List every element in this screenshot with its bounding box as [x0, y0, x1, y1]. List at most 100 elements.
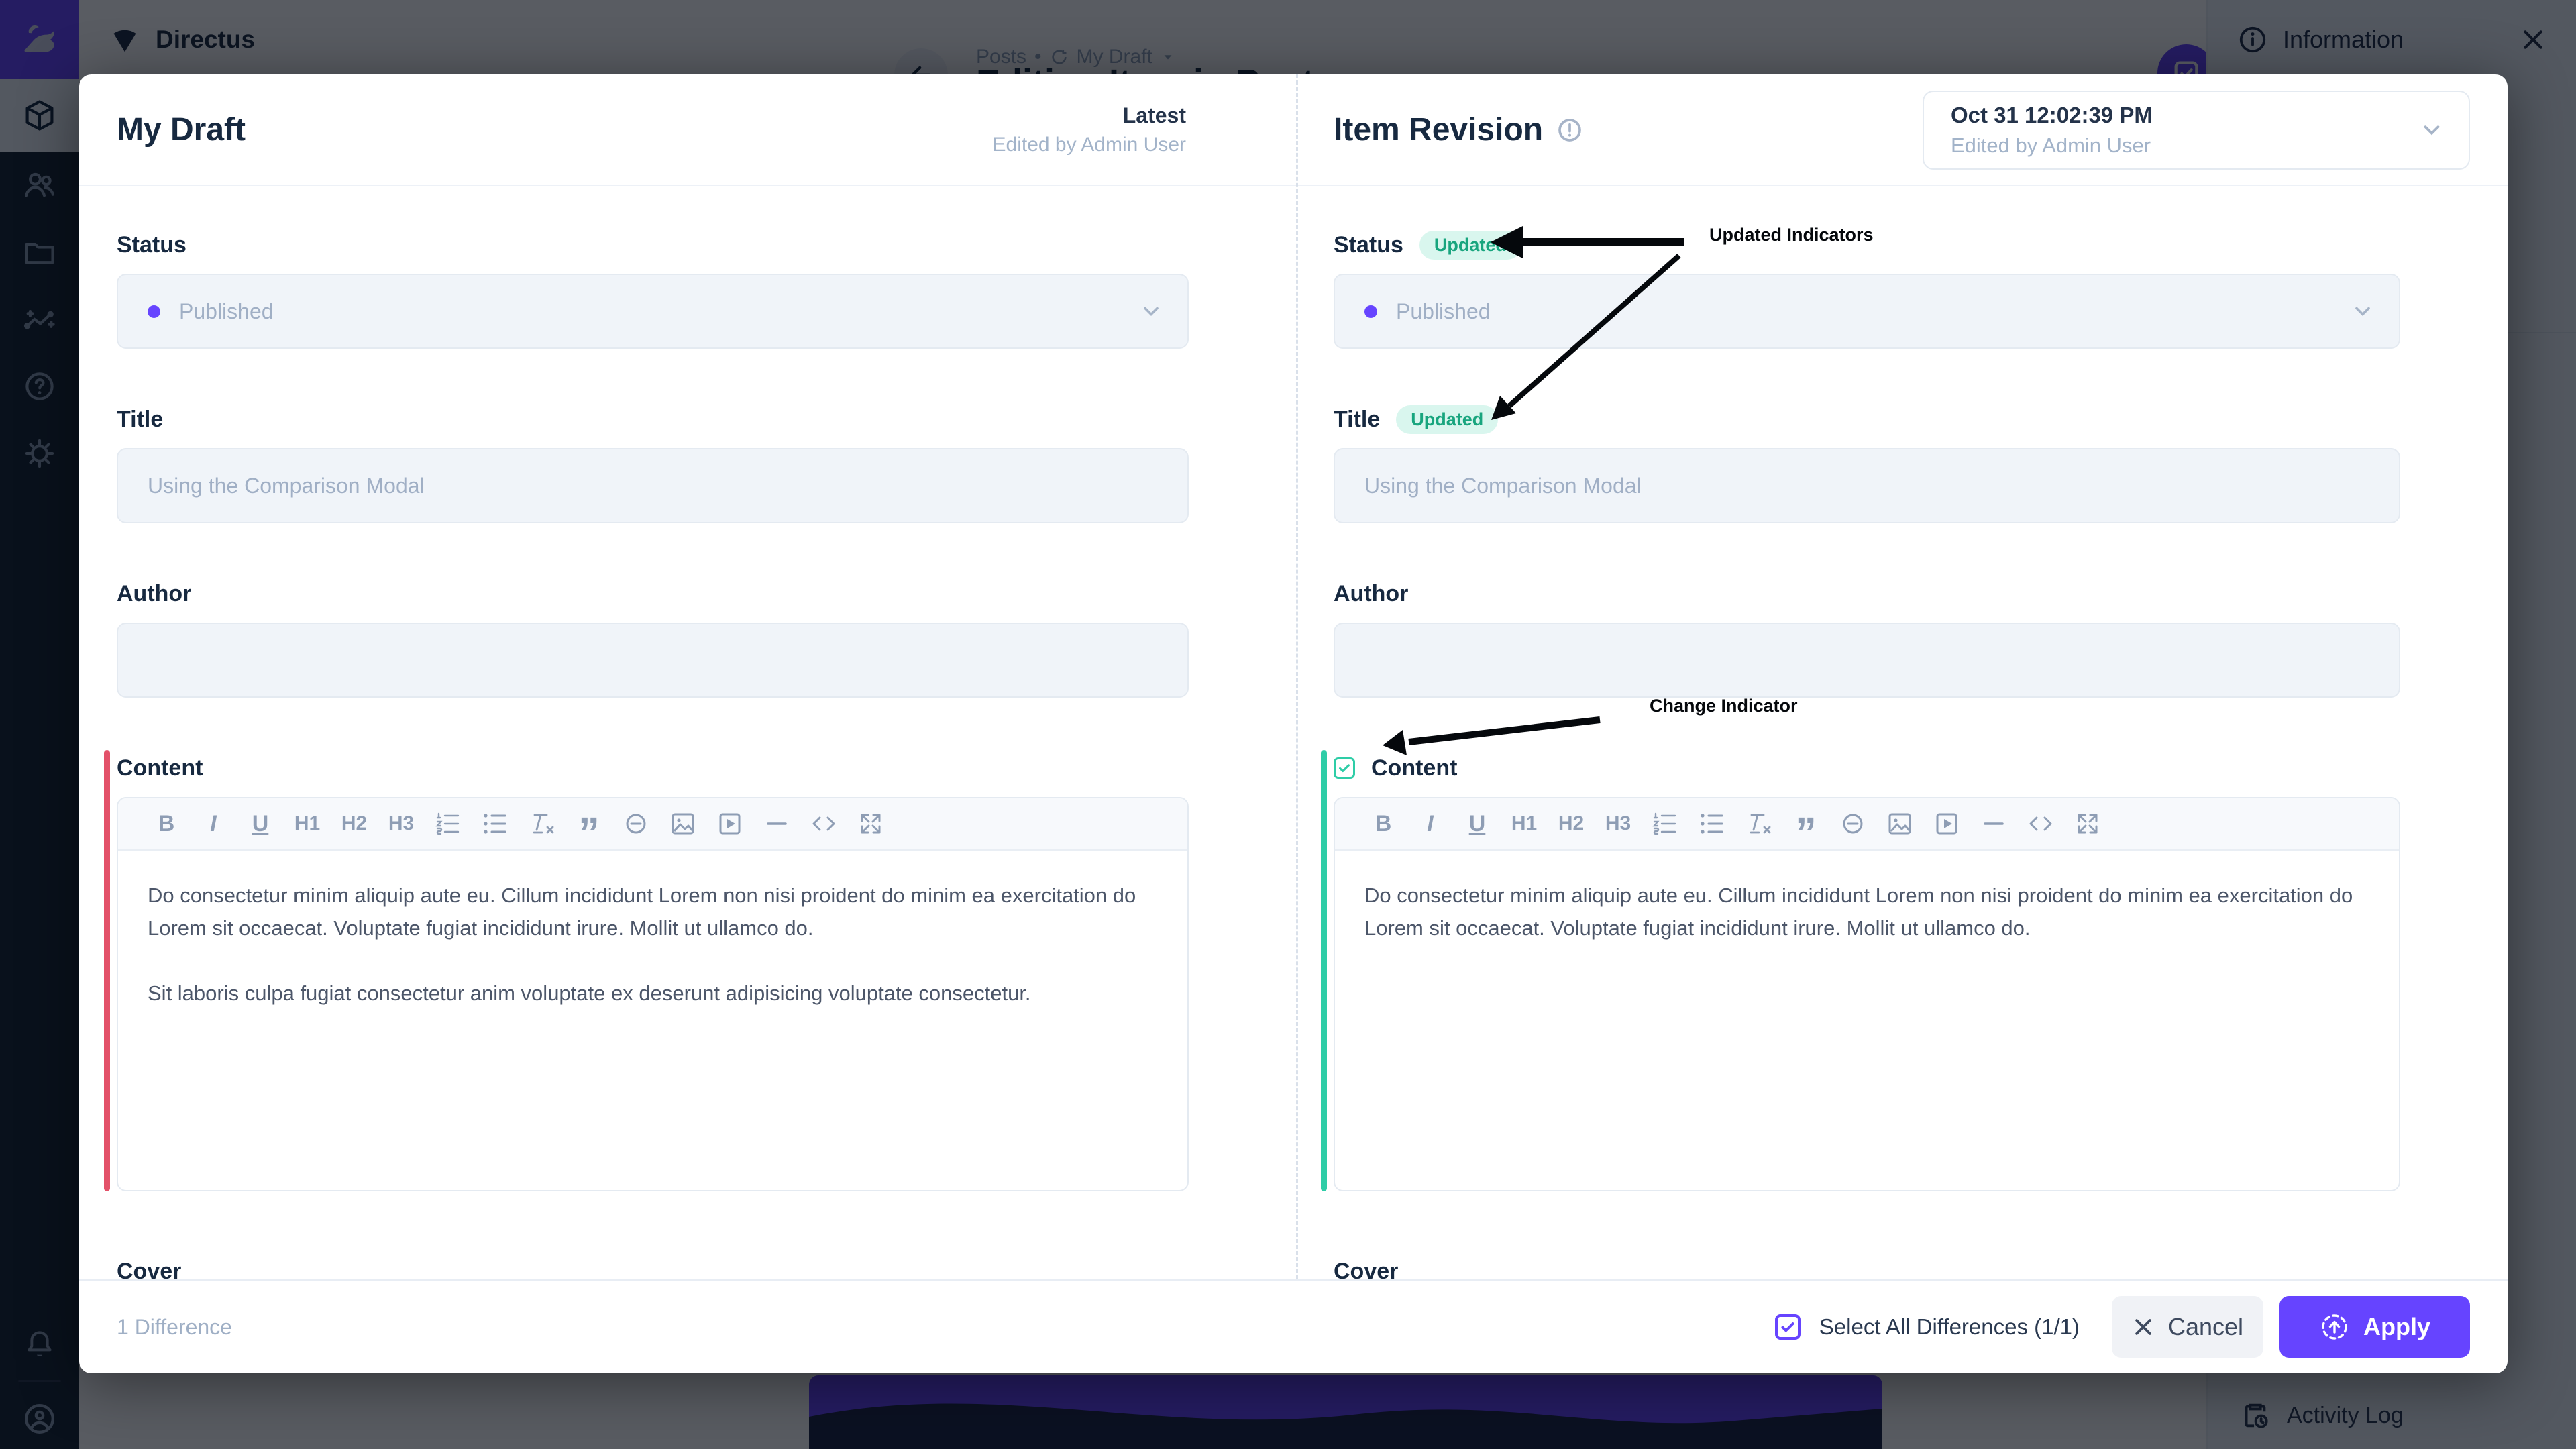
field-title: Title Using the Comparison Modal — [117, 405, 1189, 523]
content-paragraph: Sit laboris culpa fugiat consectetur ani… — [148, 981, 1031, 1005]
draft-edited-by: Edited by Admin User — [992, 133, 1186, 156]
revision-edited-by: Edited by Admin User — [1951, 133, 2151, 157]
ordered-list-button[interactable] — [1650, 809, 1680, 839]
title-input[interactable]: Using the Comparison Modal — [1334, 448, 2400, 523]
bold-button[interactable]: B — [158, 810, 175, 837]
annotation-updated-indicators: Updated Indicators — [1709, 225, 1874, 245]
h1-button[interactable]: H1 — [1511, 812, 1538, 835]
blockquote-button[interactable]: ” — [578, 808, 600, 857]
video-button[interactable] — [1932, 809, 1962, 839]
editor-toolbar: B I U H1 H2 H3 ” — [1335, 798, 2399, 857]
content-editor: B I U H1 H2 H3 ” — [1334, 797, 2400, 1191]
editor-toolbar: B I U H1 H2 H3 ” — [118, 798, 1187, 857]
title-input[interactable]: Using the Comparison Modal — [117, 448, 1189, 523]
italic-button[interactable]: I — [210, 810, 217, 837]
revision-select[interactable]: Oct 31 12:02:39 PM Edited by Admin User — [1923, 90, 2470, 170]
modal-footer: 1 Difference Select All Differences (1/1… — [79, 1279, 2508, 1373]
difference-count: 1 Difference — [117, 1314, 232, 1339]
select-all-label: Select All Differences (1/1) — [1819, 1314, 2080, 1339]
title-label: Title — [117, 406, 164, 432]
content-label: Content — [1371, 755, 1458, 781]
status-dot-icon — [148, 305, 160, 318]
select-all-differences[interactable]: Select All Differences (1/1) — [1774, 1314, 2080, 1340]
apply-button[interactable]: Apply — [2279, 1296, 2470, 1358]
image-button[interactable] — [668, 809, 698, 839]
ordered-list-button[interactable] — [433, 809, 463, 839]
content-paragraph: Do consectetur minim aliquip aute eu. Ci… — [148, 883, 1136, 940]
fullscreen-button[interactable] — [856, 809, 885, 839]
cancel-label: Cancel — [2167, 1313, 2244, 1340]
revision-title: Item Revision — [1334, 112, 1544, 148]
status-updated-badge: Updated — [1419, 230, 1521, 260]
apply-label: Apply — [2363, 1313, 2430, 1340]
status-dot-icon — [1364, 305, 1377, 318]
status-label: Status — [117, 231, 186, 258]
author-input[interactable] — [117, 623, 1189, 698]
bullet-list-button[interactable] — [1697, 809, 1727, 839]
chevron-down-icon — [2355, 307, 2370, 317]
video-button[interactable] — [715, 809, 745, 839]
title-value: Using the Comparison Modal — [1364, 473, 1642, 498]
title-updated-badge: Updated — [1396, 405, 1499, 434]
bullet-list-button[interactable] — [480, 809, 510, 839]
h2-button[interactable]: H2 — [1558, 812, 1585, 835]
cover-label: Cover — [1334, 1258, 1399, 1280]
chevron-down-icon — [1144, 307, 1159, 317]
apply-revision-icon — [2322, 1314, 2347, 1340]
status-select[interactable]: Published — [1334, 274, 2400, 349]
field-cover: Cover — [1334, 1257, 2400, 1280]
code-button[interactable] — [809, 809, 839, 839]
field-status: Status Published — [117, 231, 1189, 349]
cover-label: Cover — [117, 1258, 182, 1280]
image-button[interactable] — [1885, 809, 1915, 839]
status-value: Published — [1396, 299, 1491, 323]
title-label: Title — [1334, 406, 1381, 432]
title-value: Using the Comparison Modal — [148, 473, 425, 498]
field-author: Author — [117, 580, 1189, 698]
author-label: Author — [1334, 580, 1409, 606]
horizontal-rule-button[interactable] — [1979, 809, 2008, 839]
code-button[interactable] — [2026, 809, 2055, 839]
field-content: Content B I U H1 H2 H3 — [1321, 750, 2400, 1191]
field-author: Author — [1334, 580, 2400, 698]
removed-change-bar — [104, 750, 110, 1191]
h2-button[interactable]: H2 — [341, 812, 368, 835]
link-button[interactable] — [1838, 809, 1868, 839]
link-button[interactable] — [621, 809, 651, 839]
draft-column: My Draft Latest Edited by Admin User Sta… — [79, 74, 1296, 1279]
blockquote-button[interactable]: ” — [1795, 808, 1817, 857]
revision-time: Oct 31 12:02:39 PM — [1951, 102, 2153, 127]
content-change-checkbox[interactable] — [1334, 757, 1355, 779]
h3-button[interactable]: H3 — [388, 812, 415, 835]
content-text[interactable]: Do consectetur minim aliquip aute eu. Ci… — [1335, 851, 2399, 973]
content-text[interactable]: Do consectetur minim aliquip aute eu. Ci… — [118, 851, 1187, 1038]
horizontal-rule-button[interactable] — [762, 809, 792, 839]
status-select[interactable]: Published — [117, 274, 1189, 349]
added-change-bar — [1321, 750, 1327, 1191]
select-all-checkbox[interactable] — [1774, 1314, 1801, 1340]
field-cover: Cover — [117, 1257, 1189, 1280]
chevron-down-icon — [2424, 125, 2440, 135]
underline-button[interactable]: U — [252, 810, 269, 837]
status-value: Published — [179, 299, 274, 323]
clear-format-button[interactable] — [527, 809, 557, 839]
underline-button[interactable]: U — [1468, 810, 1486, 837]
italic-button[interactable]: I — [1427, 810, 1434, 837]
field-status: Status Updated Published — [1334, 230, 2400, 349]
author-input[interactable] — [1334, 623, 2400, 698]
status-label: Status — [1334, 231, 1403, 258]
annotation-change-indicator: Change Indicator — [1650, 696, 1798, 716]
content-paragraph: Do consectetur minim aliquip aute eu. Ci… — [1364, 883, 2353, 940]
close-icon — [2135, 1319, 2151, 1335]
cancel-button[interactable]: Cancel — [2112, 1296, 2263, 1358]
bold-button[interactable]: B — [1375, 810, 1392, 837]
content-label: Content — [117, 755, 203, 781]
revision-column: Item Revision Oct 31 12:02:39 PM Edited … — [1296, 74, 2508, 1279]
comparison-modal: My Draft Latest Edited by Admin User Sta… — [79, 74, 2508, 1373]
h3-button[interactable]: H3 — [1605, 812, 1631, 835]
field-content: Content B I U H1 H2 H3 ” — [104, 750, 1189, 1191]
fullscreen-button[interactable] — [2073, 809, 2102, 839]
field-title: Title Updated Using the Comparison Modal — [1334, 405, 2400, 523]
clear-format-button[interactable] — [1744, 809, 1774, 839]
h1-button[interactable]: H1 — [294, 812, 321, 835]
